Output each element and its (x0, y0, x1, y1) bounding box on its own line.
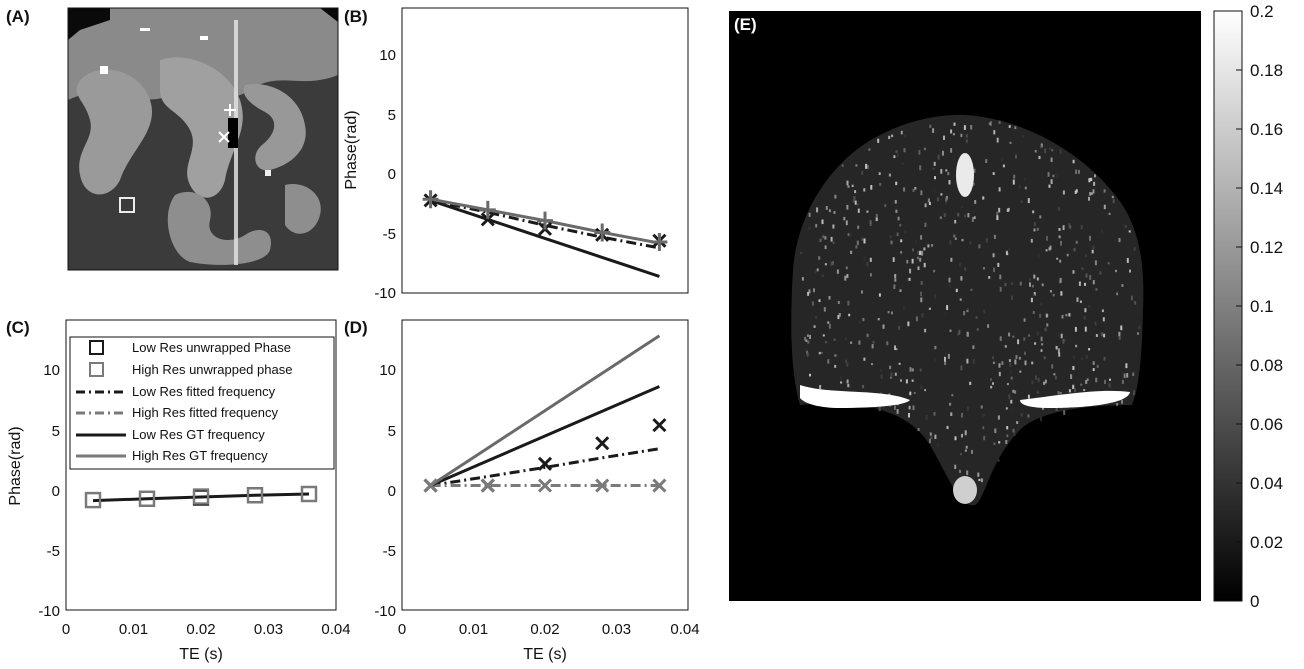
colorbar-tick-label: 0.02 (1250, 533, 1283, 552)
panel-label-b: (B) (344, 7, 368, 26)
data-point-high-res-unwrapped-phase-0 (423, 478, 438, 493)
colorbar-tick-label: 0.14 (1250, 179, 1283, 198)
legend-item-high-res-unwrapped-phase: High Res unwrapped phase (89, 362, 292, 377)
series-line-low-res-gt-frequency-solid (430, 198, 660, 278)
data-point-high-res-unwrapped-phase-4 (652, 478, 667, 493)
legend-label: High Res fitted frequency (132, 405, 278, 420)
panel-b-ytick-5: 5 (388, 107, 396, 124)
data-point-high-res-unwrapped-phase-4 (300, 485, 318, 503)
legend-label: High Res unwrapped phase (132, 362, 292, 377)
data-point-high-res-unwrapped-phase-2 (192, 488, 210, 505)
panel-d-ytick-0: 0 (388, 483, 396, 500)
panel-d-xtick-0: 0 (398, 621, 406, 638)
data-point-low-res-unwrapped-phase-3 (595, 436, 610, 451)
legend-label: Low Res unwrapped Phase (132, 340, 291, 355)
panel-label-a: (A) (6, 7, 30, 26)
panel-b-ytick-neg5: -5 (383, 226, 396, 243)
colorbar-tick-label: 0.18 (1250, 61, 1283, 80)
colorbar-tick-label: 0.16 (1250, 120, 1283, 139)
legend-item-high-res-fitted-frequency: High Res fitted frequency (76, 405, 278, 420)
panel-d-ytick-5: 5 (388, 423, 396, 440)
data-point-low-res-unwrapped-phase-4 (652, 418, 667, 433)
panel-d-xtick-001: 0.01 (459, 621, 488, 638)
panel-d-xtick-003: 0.03 (602, 621, 631, 638)
panel-d-xtick-002: 0.02 (530, 621, 559, 638)
panel-d-ytick-neg10: -10 (374, 603, 396, 620)
panel-b-ylabel: Phase(rad) (343, 110, 360, 189)
panel-c-ytick-10: 10 (43, 362, 60, 379)
panel-d-ytick-10: 10 (379, 362, 396, 379)
panel-b-ytick-neg10: -10 (374, 285, 396, 302)
panel-d-plot: 10 5 0 -5 -10 0 0.01 0.02 0.03 0.04 TE (… (374, 319, 700, 663)
data-point-high-res-unwrapped-phase-2 (537, 478, 553, 493)
panel-a-brain-image (68, 8, 338, 270)
panel-c-marks (84, 485, 318, 509)
panel-label-d: (D) (344, 318, 368, 337)
panel-c-legend: Low Res unwrapped Phase High Res unwrapp… (69, 336, 335, 470)
legend-item-low-res-unwrapped-phase: Low Res unwrapped Phase (89, 340, 291, 355)
panel-e-bright-band-right (1020, 390, 1130, 408)
panel-c-xtick-001: 0.01 (119, 621, 148, 638)
data-point-high-res-unwrapped-phase-0 (422, 190, 439, 209)
panel-c-xtick-004: 0.04 (321, 621, 350, 638)
panel-c-xlabel: TE (s) (179, 646, 223, 663)
legend-item-high-res-gt-frequency: High Res GT frequency (76, 448, 268, 463)
panel-e-heatmap: (E) (729, 11, 1201, 601)
series-line-low-res-fitted-frequency-dashdot (430, 198, 660, 250)
colorbar-tick-label: 0.1 (1250, 297, 1274, 316)
panel-label-e: (E) (734, 15, 757, 34)
data-point-low-res-unwrapped-phase-1 (480, 212, 495, 227)
panel-b-ytick-10: 10 (379, 47, 396, 64)
panel-c-xtick-002: 0.02 (186, 621, 215, 638)
data-point-high-res-unwrapped-phase-3 (594, 223, 611, 242)
panel-c-plot: 10 5 0 -5 -10 0 0.01 0.02 0.03 0.04 TE (… (7, 319, 351, 663)
panel-d-marks (423, 334, 667, 493)
data-point-high-res-unwrapped-phase-4 (651, 232, 668, 251)
panel-label-c: (C) (6, 318, 30, 337)
panel-e-bright-spot (956, 153, 974, 197)
data-point-high-res-unwrapped-phase-1 (138, 490, 156, 507)
panel-c-xtick-003: 0.03 (254, 621, 283, 638)
series-line-low-res-gt-frequency-solid (92, 492, 310, 503)
colorbar-tick-label: 0.06 (1250, 415, 1283, 434)
colorbar-ticks: 0.2 0.18 0.16 0.14 0.12 0.1 0.08 0.06 0.04 0.02 0 (1236, 2, 1283, 611)
series-line-low-res-gt-frequency-solid (430, 385, 660, 487)
legend-item-low-res-gt-frequency: Low Res GT frequency (76, 427, 265, 442)
data-point-high-res-unwrapped-phase-3 (246, 487, 264, 504)
panel-d-xtick-004: 0.04 (670, 621, 699, 638)
panel-b-plot: 10 5 0 -5 -10 Phase(rad) (343, 7, 689, 302)
panel-e-bright-band (800, 385, 910, 408)
panel-c-xtick-0: 0 (62, 621, 70, 638)
data-point-low-res-unwrapped-phase-2 (537, 456, 553, 471)
panel-b-marks (422, 190, 668, 278)
data-point-high-res-unwrapped-phase-1 (480, 478, 495, 493)
data-point-high-res-unwrapped-phase-2 (537, 211, 553, 230)
series-line-low-res-fitted-frequency-dashdot (430, 447, 660, 487)
panel-c-ytick-neg10: -10 (38, 603, 60, 620)
colorbar: 0.2 0.18 0.16 0.14 0.12 0.1 0.08 0.06 0.04 0.02 0 (1213, 2, 1283, 611)
series-line-high-res-gt-frequency-solid (429, 334, 661, 487)
legend-label: Low Res GT frequency (132, 427, 265, 442)
panel-c-ytick-neg5: -5 (47, 543, 60, 560)
panel-c-ytick-0: 0 (52, 483, 60, 500)
panel-e-bright-tail (953, 476, 977, 504)
panel-c-ylabel: Phase(rad) (7, 426, 24, 505)
panel-b-ytick-0: 0 (388, 166, 396, 183)
data-point-high-res-unwrapped-phase-3 (595, 478, 610, 493)
panel-c-ytick-5: 5 (52, 423, 60, 440)
legend-label: High Res GT frequency (132, 448, 268, 463)
data-point-high-res-unwrapped-phase-0 (84, 491, 102, 509)
panel-d-ytick-neg5: -5 (383, 543, 396, 560)
colorbar-tick-label: 0.04 (1250, 474, 1283, 493)
legend-label: Low Res fitted frequency (132, 384, 276, 399)
panel-d-xlabel: TE (s) (523, 646, 567, 663)
colorbar-tick-label: 0.2 (1250, 2, 1274, 21)
panel-b-axes-box (401, 7, 689, 294)
colorbar-tick-label: 0 (1250, 592, 1259, 611)
data-point-high-res-unwrapped-phase-1 (479, 200, 496, 219)
colorbar-tick-label: 0.08 (1250, 356, 1283, 375)
colorbar-tick-label: 0.12 (1250, 238, 1283, 257)
legend-item-low-res-fitted-frequency: Low Res fitted frequency (76, 384, 276, 399)
